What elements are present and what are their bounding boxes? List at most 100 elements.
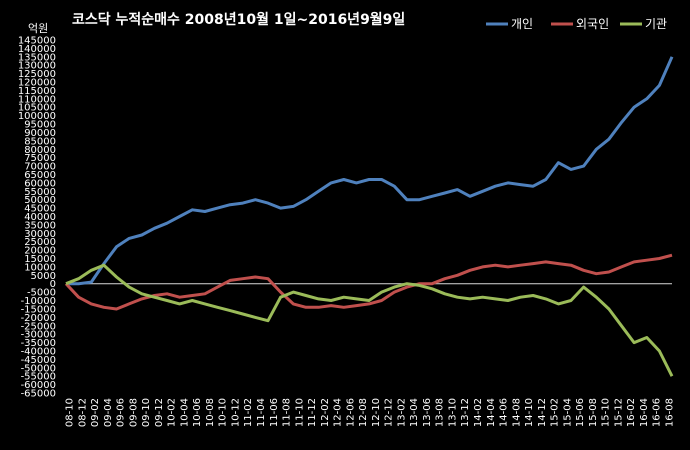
- y-tick-label: 25000: [24, 237, 56, 248]
- y-tick-label: -5000: [27, 288, 56, 299]
- x-tick-label: 10-08: [205, 398, 216, 427]
- y-tick-label: 0: [50, 279, 56, 290]
- series-line-1: [64, 253, 673, 311]
- y-tick-label: 105000: [18, 103, 56, 114]
- y-tick-label: -30000: [21, 330, 56, 341]
- x-tick-label: 11-08: [282, 398, 293, 427]
- x-tick-label: 11-12: [307, 398, 318, 427]
- y-tick-label: 130000: [18, 61, 56, 72]
- x-tick-label: 12-08: [358, 398, 369, 427]
- y-tick-label: -55000: [21, 372, 56, 383]
- y-tick-label: 90000: [24, 128, 56, 139]
- x-tick-label: 09-06: [116, 398, 127, 427]
- y-tick-label: 135000: [18, 52, 56, 63]
- y-tick-label: 145000: [18, 36, 56, 47]
- y-tick-label: 120000: [18, 78, 56, 89]
- x-tick-label: 13-06: [422, 398, 433, 427]
- y-tick-label: -15000: [21, 304, 56, 315]
- x-tick-label: 16-02: [626, 398, 637, 427]
- x-tick-label: 15-12: [613, 398, 624, 427]
- y-tick-label: 95000: [24, 120, 56, 131]
- x-tick-label: 14-04: [486, 398, 497, 427]
- x-tick-label: 12-10: [371, 398, 382, 427]
- y-axis-unit: 억원: [28, 22, 48, 35]
- y-tick-label: 115000: [18, 86, 56, 97]
- y-tick-label: 110000: [18, 94, 56, 105]
- x-tick-label: 11-06: [269, 398, 280, 427]
- y-tick-label: -20000: [21, 313, 56, 324]
- y-tick-label: 15000: [24, 254, 56, 265]
- y-tick-label: 35000: [24, 220, 56, 231]
- x-tick-label: 09-08: [128, 398, 139, 427]
- y-tick-label: 55000: [24, 187, 56, 198]
- x-tick-label: 13-08: [435, 398, 446, 427]
- x-tick-label: 14-12: [537, 398, 548, 427]
- y-tick-label: 85000: [24, 136, 56, 147]
- x-tick-label: 11-04: [256, 398, 267, 427]
- y-tick-label: 10000: [24, 262, 56, 273]
- y-tick-label: 100000: [18, 111, 56, 122]
- x-tick-label: 09-12: [154, 398, 165, 427]
- y-tick-label: 80000: [24, 145, 56, 156]
- series-line-0: [66, 56, 674, 286]
- y-tick-label: 60000: [24, 178, 56, 189]
- x-tick-label: 10-06: [192, 398, 203, 427]
- x-tick-label: 12-04: [333, 398, 344, 427]
- x-tick-label: 10-10: [218, 398, 229, 427]
- x-tick-label: 09-10: [141, 398, 152, 427]
- y-tick-label: -50000: [21, 363, 56, 374]
- y-tick-label: -60000: [21, 380, 56, 391]
- y-tick-label: 75000: [24, 153, 56, 164]
- y-tick-label: -40000: [21, 346, 56, 357]
- y-tick-label: 125000: [18, 69, 56, 80]
- x-tick-label: 10-12: [230, 398, 241, 427]
- x-axis-ticks: 08-10 08-12 09-02 09-04 09-06 09-08 09-10 09-12…: [65, 398, 676, 427]
- x-tick-label: 16-06: [652, 398, 663, 427]
- legend-label-2: 기관: [645, 17, 667, 31]
- x-tick-label: 09-02: [90, 398, 101, 427]
- x-tick-label: 15-10: [601, 398, 612, 427]
- x-tick-label: 08-10: [65, 398, 76, 427]
- y-tick-label: -10000: [21, 296, 56, 307]
- y-tick-label: -25000: [21, 321, 56, 332]
- x-tick-label: 10-02: [167, 398, 178, 427]
- x-tick-label: 15-08: [588, 398, 599, 427]
- y-tick-label: 50000: [24, 195, 56, 206]
- x-tick-label: 12-02: [320, 398, 331, 427]
- y-tick-label: 70000: [24, 162, 56, 173]
- legend-label-1: 외국인: [576, 17, 609, 31]
- x-tick-label: 12-06: [345, 398, 356, 427]
- legend-label-0: 개인: [511, 17, 533, 31]
- x-tick-label: 14-06: [499, 398, 510, 427]
- x-tick-label: 13-12: [460, 398, 471, 427]
- series-lines: [64, 56, 674, 377]
- x-tick-label: 15-02: [550, 398, 561, 427]
- x-tick-label: 15-06: [575, 398, 586, 427]
- legend: 개인 외국인 기관: [486, 17, 667, 31]
- x-tick-label: 16-08: [665, 398, 676, 427]
- x-tick-label: 11-10: [294, 398, 305, 427]
- y-tick-label: -45000: [21, 355, 56, 366]
- y-tick-label: 20000: [24, 246, 56, 257]
- y-tick-label: -65000: [21, 389, 56, 400]
- series-line-2: [65, 263, 674, 377]
- y-tick-label: -35000: [21, 338, 56, 349]
- chart-title: 코스닥 누적순매수 2008년10월 1일~2016년9월9일: [72, 11, 405, 28]
- x-tick-label: 16-04: [639, 398, 650, 427]
- x-tick-label: 12-12: [384, 398, 395, 427]
- x-tick-label: 13-04: [409, 398, 420, 427]
- y-tick-label: 65000: [24, 170, 56, 181]
- y-axis-ticks: 1450001400001350001300001250001200001150…: [18, 36, 56, 400]
- x-tick-label: 14-08: [511, 398, 522, 427]
- x-tick-label: 15-04: [562, 398, 573, 427]
- y-tick-label: 45000: [24, 204, 56, 215]
- x-tick-label: 13-10: [447, 398, 458, 427]
- x-tick-label: 13-02: [396, 398, 407, 427]
- x-tick-label: 14-10: [524, 398, 535, 427]
- y-tick-label: 30000: [24, 229, 56, 240]
- x-tick-label: 11-02: [243, 398, 254, 427]
- y-tick-label: 5000: [31, 271, 56, 282]
- y-tick-label: 40000: [24, 212, 56, 223]
